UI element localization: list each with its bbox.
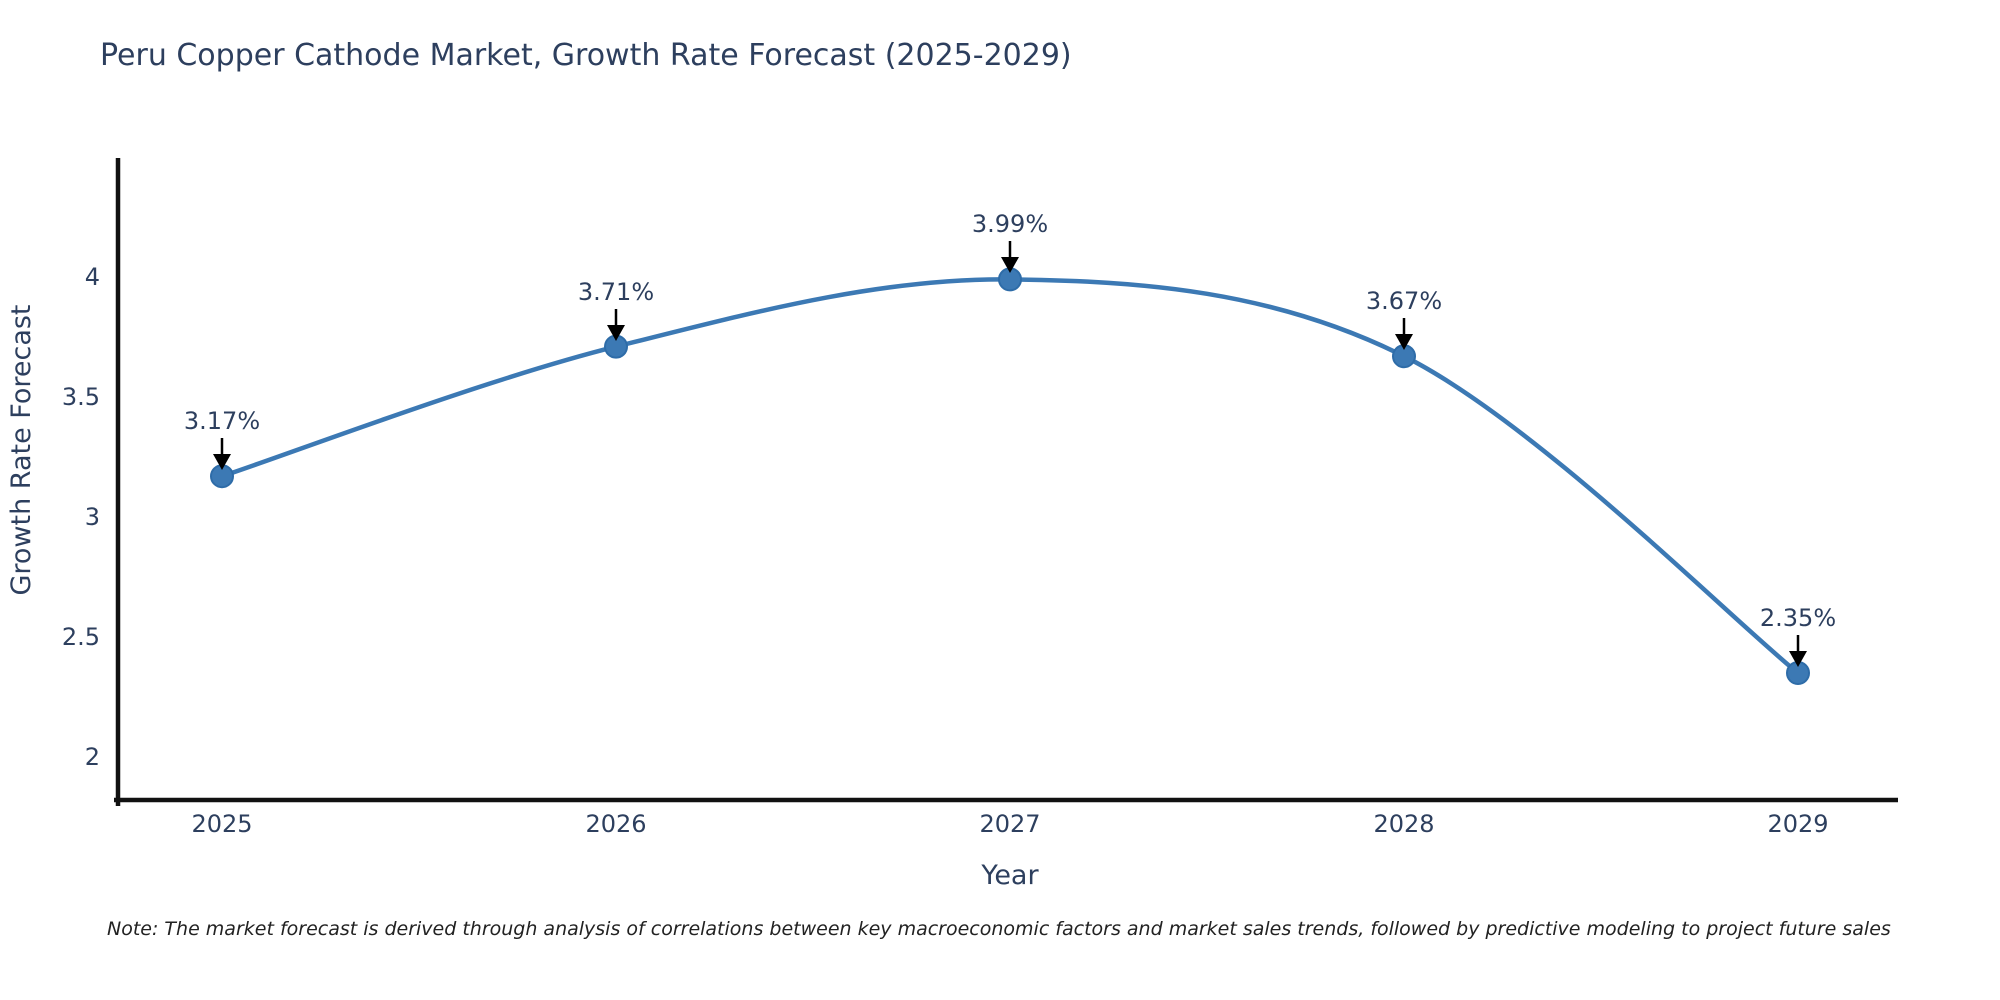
- x-tick-2026: 2026: [585, 810, 646, 838]
- annotation-arrow-head: [1001, 257, 1019, 273]
- annotation-2025: 3.17%: [184, 407, 260, 470]
- annotation-arrow-head: [213, 454, 231, 470]
- x-tick-2025: 2025: [191, 810, 252, 838]
- annotation-label: 2.35%: [1760, 604, 1836, 632]
- x-tick-2027: 2027: [979, 810, 1040, 838]
- annotation-arrow-head: [1395, 334, 1413, 350]
- x-axis-title: Year: [980, 860, 1039, 891]
- annotation-2029: 2.35%: [1760, 604, 1836, 667]
- y-tick-2-5: 2.5: [62, 623, 100, 651]
- annotation-arrow-head: [607, 325, 625, 341]
- y-tick-3-5: 3.5: [62, 383, 100, 411]
- y-tick-3: 3: [85, 503, 100, 531]
- y-axis-title: Growth Rate Forecast: [6, 304, 37, 595]
- annotation-2026: 3.71%: [578, 278, 654, 341]
- series-line: [219, 277, 1801, 676]
- x-tick-2029: 2029: [1767, 810, 1828, 838]
- annotation-arrow-head: [1789, 651, 1807, 667]
- chart-title: Peru Copper Cathode Market, Growth Rate …: [100, 38, 1072, 73]
- annotation-label: 3.71%: [578, 278, 654, 306]
- annotation-label: 3.17%: [184, 407, 260, 435]
- annotation-2027: 3.99%: [972, 210, 1048, 273]
- footnote: Note: The market forecast is derived thr…: [107, 918, 1891, 940]
- annotation-label: 3.99%: [972, 210, 1048, 238]
- annotation-2028: 3.67%: [1366, 287, 1442, 350]
- annotation-label: 3.67%: [1366, 287, 1442, 315]
- y-tick-4: 4: [85, 263, 100, 291]
- x-tick-2028: 2028: [1373, 810, 1434, 838]
- y-tick-2: 2: [85, 743, 100, 771]
